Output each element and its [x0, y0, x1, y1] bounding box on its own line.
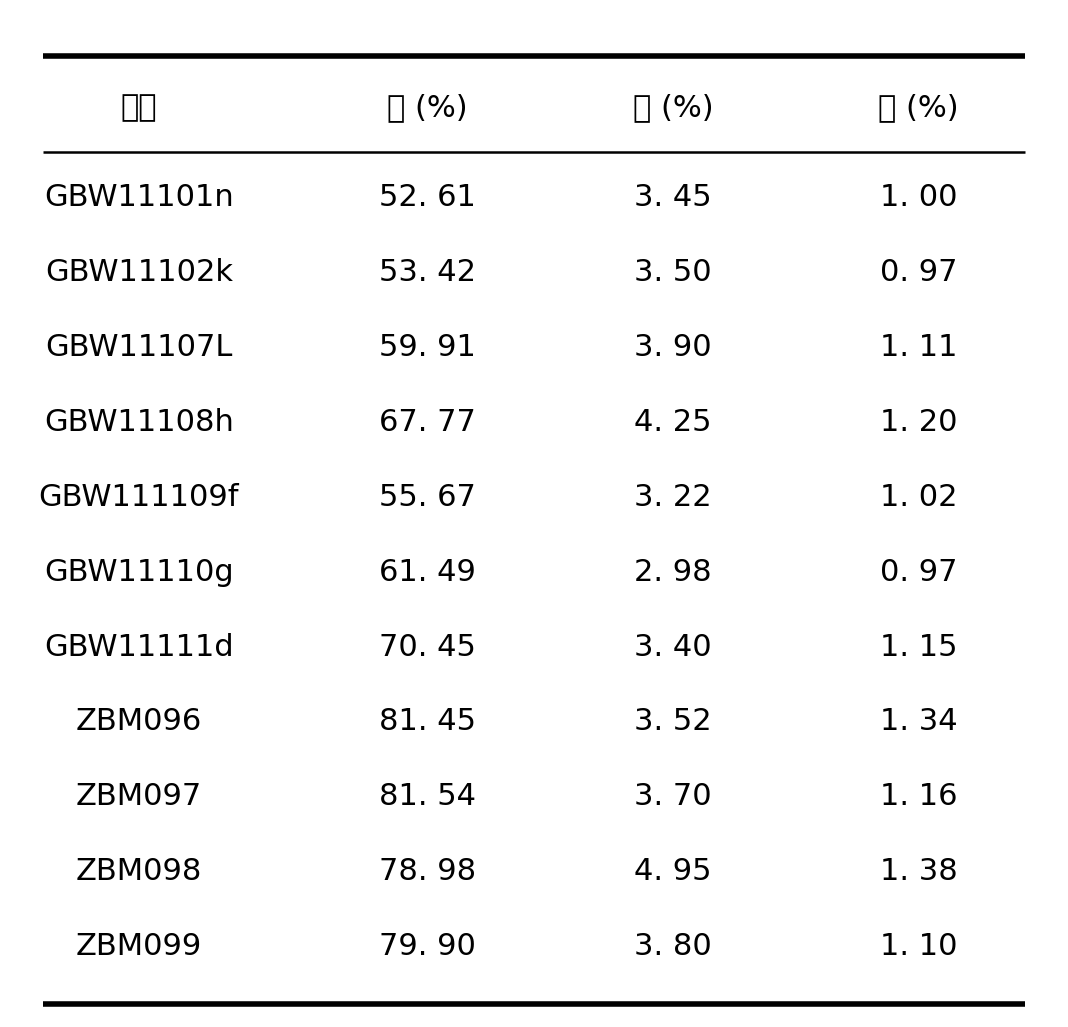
- Text: 3. 70: 3. 70: [634, 783, 711, 811]
- Text: 55. 67: 55. 67: [379, 483, 475, 511]
- Text: 4. 25: 4. 25: [634, 408, 711, 436]
- Text: ZBM099: ZBM099: [76, 933, 202, 961]
- Text: 1. 00: 1. 00: [880, 183, 957, 212]
- Text: 氢 (%): 氢 (%): [632, 93, 713, 122]
- Text: GBW11101n: GBW11101n: [44, 183, 234, 212]
- Text: 1. 34: 1. 34: [880, 708, 957, 736]
- Text: GBW11111d: GBW11111d: [44, 633, 234, 661]
- Text: 1. 20: 1. 20: [880, 408, 957, 436]
- Text: 氮 (%): 氮 (%): [878, 93, 959, 122]
- Text: 61. 49: 61. 49: [379, 558, 475, 586]
- Text: 53. 42: 53. 42: [379, 258, 475, 287]
- Text: 59. 91: 59. 91: [379, 333, 475, 362]
- Text: 1. 15: 1. 15: [880, 633, 957, 661]
- Text: 1. 38: 1. 38: [880, 858, 957, 886]
- Text: 78. 98: 78. 98: [379, 858, 475, 886]
- Text: 3. 90: 3. 90: [634, 333, 711, 362]
- Text: 52. 61: 52. 61: [379, 183, 475, 212]
- Text: ZBM097: ZBM097: [76, 783, 202, 811]
- Text: 1. 11: 1. 11: [880, 333, 957, 362]
- Text: 2. 98: 2. 98: [634, 558, 711, 586]
- Text: 3. 50: 3. 50: [634, 258, 711, 287]
- Text: GBW11108h: GBW11108h: [44, 408, 234, 436]
- Text: 1. 02: 1. 02: [880, 483, 957, 511]
- Text: 79. 90: 79. 90: [379, 933, 475, 961]
- Text: GBW111109f: GBW111109f: [38, 483, 239, 511]
- Text: 3. 45: 3. 45: [634, 183, 711, 212]
- Text: 81. 54: 81. 54: [379, 783, 475, 811]
- Text: 4. 95: 4. 95: [634, 858, 711, 886]
- Text: 81. 45: 81. 45: [379, 708, 475, 736]
- Text: 1. 10: 1. 10: [880, 933, 957, 961]
- Text: 3. 22: 3. 22: [634, 483, 711, 511]
- Text: 0. 97: 0. 97: [880, 558, 957, 586]
- Text: 编号: 编号: [121, 93, 157, 122]
- Text: 3. 52: 3. 52: [634, 708, 711, 736]
- Text: 0. 97: 0. 97: [880, 258, 957, 287]
- Text: ZBM096: ZBM096: [76, 708, 202, 736]
- Text: 3. 40: 3. 40: [634, 633, 711, 661]
- Text: 3. 80: 3. 80: [634, 933, 711, 961]
- Text: ZBM098: ZBM098: [76, 858, 202, 886]
- Text: GBW11110g: GBW11110g: [44, 558, 234, 586]
- Text: 67. 77: 67. 77: [379, 408, 475, 436]
- Text: GBW11102k: GBW11102k: [45, 258, 233, 287]
- Text: 70. 45: 70. 45: [379, 633, 475, 661]
- Text: 1. 16: 1. 16: [880, 783, 957, 811]
- Text: 碳 (%): 碳 (%): [387, 93, 468, 122]
- Text: GBW11107L: GBW11107L: [45, 333, 233, 362]
